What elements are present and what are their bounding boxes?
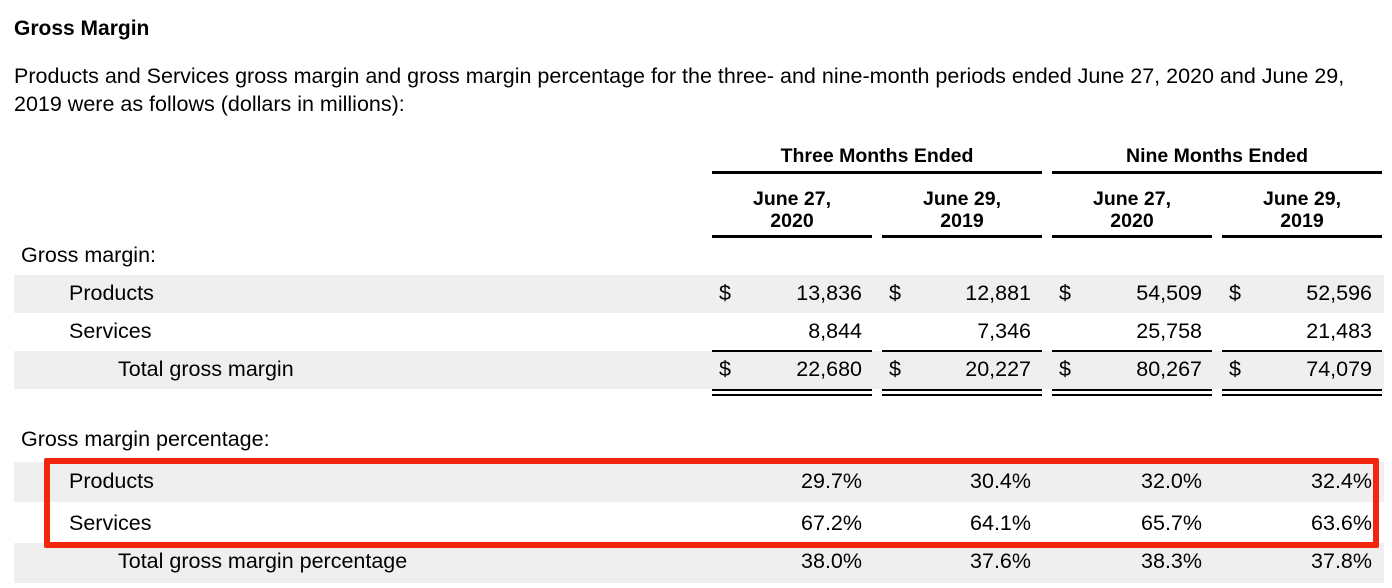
currency-symbol: $	[719, 357, 731, 381]
value-cell: 22,680	[796, 357, 862, 381]
column-underline	[1222, 235, 1382, 238]
column-header-line2: 2019	[1280, 210, 1324, 232]
column-underline	[882, 235, 1042, 238]
value-cell: 7,346	[977, 319, 1031, 343]
section-label-gross-margin-percentage: Gross margin percentage:	[21, 427, 270, 451]
row-label-total-gross-margin: Total gross margin	[118, 357, 294, 381]
column-header-line1: June 29,	[1262, 188, 1342, 210]
group-underline-three	[712, 171, 1042, 174]
value-cell: 74,079	[1306, 357, 1372, 381]
value-cell: 32.0%	[1141, 469, 1202, 493]
section-heading: Gross Margin	[14, 17, 150, 40]
value-cell: 37.8%	[1311, 549, 1372, 573]
double-rule	[882, 394, 1042, 396]
value-cell: 12,881	[965, 281, 1031, 305]
column-header-line1: June 29,	[922, 188, 1002, 210]
column-underline	[712, 235, 872, 238]
currency-symbol: $	[1059, 281, 1071, 305]
row-shade	[14, 275, 1384, 313]
value-cell: 20,227	[965, 357, 1031, 381]
double-rule	[882, 389, 1042, 391]
column-header-line1: June 27,	[1092, 188, 1172, 210]
value-cell: 8,844	[808, 319, 862, 343]
value-cell: 63.6%	[1311, 511, 1372, 535]
column-header-2: June 29, 2019	[882, 188, 1042, 232]
column-header-3: June 27, 2020	[1052, 188, 1212, 232]
currency-symbol: $	[1229, 281, 1241, 305]
column-header-line2: 2019	[940, 210, 984, 232]
currency-symbol: $	[719, 281, 731, 305]
value-cell: 80,267	[1136, 357, 1202, 381]
column-header-line2: 2020	[770, 210, 814, 232]
value-cell: 13,836	[796, 281, 862, 305]
value-cell: 38.0%	[801, 549, 862, 573]
currency-symbol: $	[1229, 357, 1241, 381]
column-header-1: June 27, 2020	[712, 188, 872, 232]
group-underline-nine	[1052, 171, 1382, 174]
value-cell: 32.4%	[1311, 469, 1372, 493]
row-label-products: Products	[69, 281, 154, 305]
group-header-nine-months: Nine Months Ended	[1126, 145, 1308, 167]
currency-symbol: $	[1059, 357, 1071, 381]
column-header-4: June 29, 2019	[1222, 188, 1382, 232]
value-cell: 37.6%	[970, 549, 1031, 573]
column-header-line1: June 27,	[752, 188, 832, 210]
value-cell: 67.2%	[801, 511, 862, 535]
value-cell: 64.1%	[970, 511, 1031, 535]
double-rule	[1052, 389, 1212, 391]
double-rule	[1222, 394, 1382, 396]
double-rule	[712, 394, 872, 396]
value-cell: 65.7%	[1141, 511, 1202, 535]
section-label-gross-margin: Gross margin:	[21, 243, 157, 267]
subtotal-rule	[1222, 350, 1382, 352]
value-cell: 25,758	[1136, 319, 1202, 343]
row-shade	[14, 462, 1384, 502]
value-cell: 52,596	[1306, 281, 1372, 305]
group-header-three-months: Three Months Ended	[780, 145, 974, 167]
column-underline	[1052, 235, 1212, 238]
row-shade	[14, 543, 1384, 583]
row-label-products: Products	[69, 469, 154, 493]
value-cell: 38.3%	[1141, 549, 1202, 573]
double-rule	[1222, 389, 1382, 391]
value-cell: 54,509	[1136, 281, 1202, 305]
double-rule	[1052, 394, 1212, 396]
intro-paragraph: Products and Services gross margin and g…	[14, 64, 1345, 116]
column-header-line2: 2020	[1110, 210, 1154, 232]
subtotal-rule	[882, 350, 1042, 352]
row-shade	[14, 351, 1384, 389]
subtotal-rule	[712, 350, 872, 352]
value-cell: 29.7%	[801, 469, 862, 493]
row-label-total-gross-margin-percentage: Total gross margin percentage	[118, 549, 408, 573]
double-rule	[712, 389, 872, 391]
row-label-services: Services	[69, 319, 152, 343]
row-label-services: Services	[69, 511, 152, 535]
currency-symbol: $	[889, 281, 901, 305]
subtotal-rule	[1052, 350, 1212, 352]
value-cell: 30.4%	[970, 469, 1031, 493]
value-cell: 21,483	[1306, 319, 1372, 343]
highlight-box	[44, 458, 1379, 548]
currency-symbol: $	[889, 357, 901, 381]
